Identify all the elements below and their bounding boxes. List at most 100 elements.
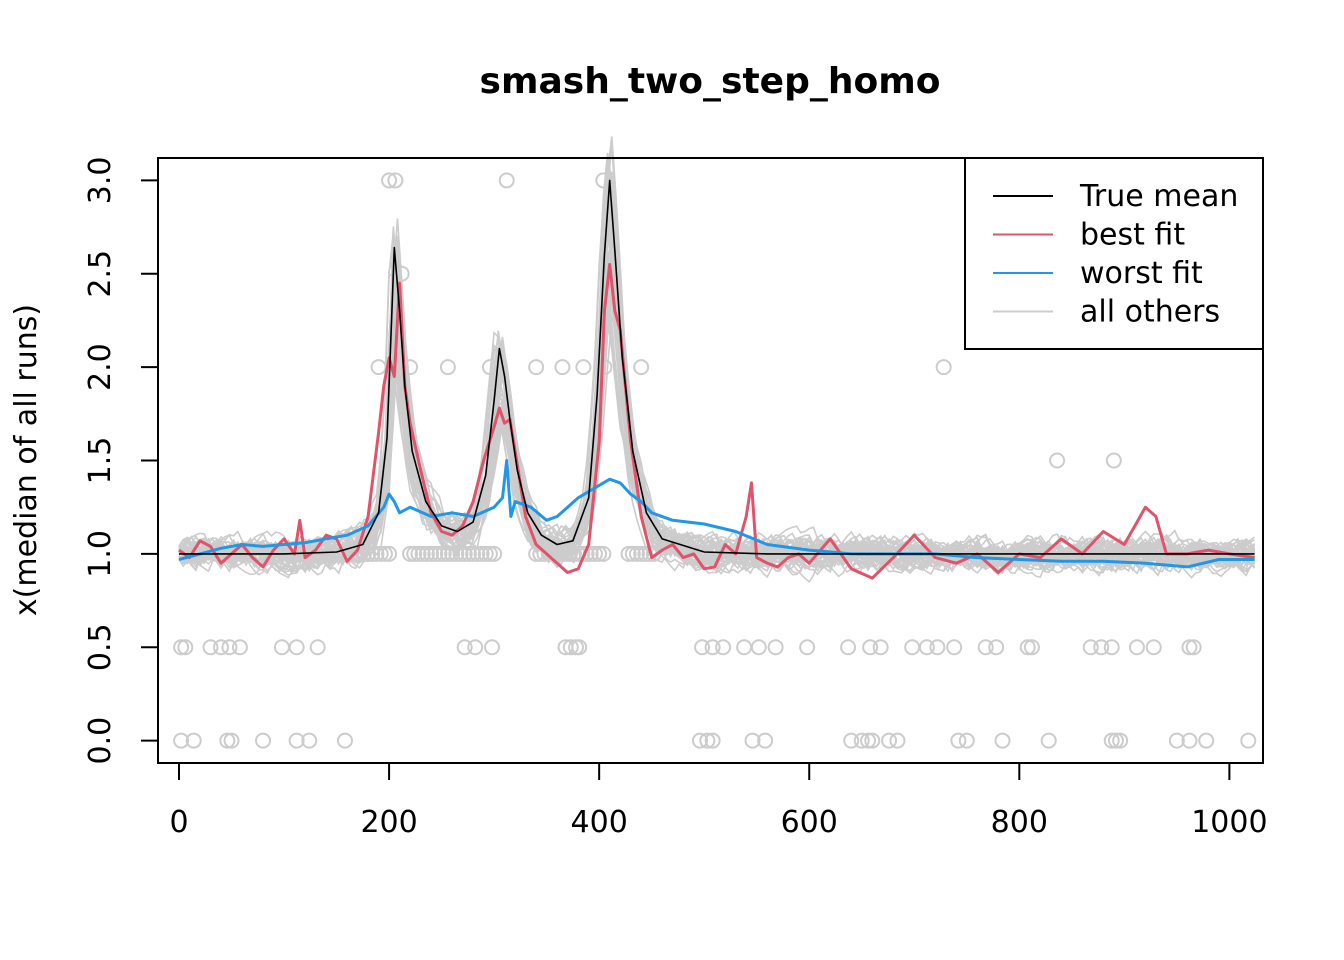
observation-point [381,545,398,562]
observation-point [387,172,404,189]
observation-point [423,545,440,562]
observation-point [1023,639,1040,656]
observation-point [872,639,889,656]
y-tick-label: 0.5 [83,623,118,671]
observation-point [620,545,637,562]
observation-point [918,639,935,656]
observation-point [691,732,708,749]
observation-point [173,639,190,656]
observation-point [853,732,870,749]
observation-point [255,732,272,749]
chart-title: smash_two_step_homo [480,61,941,102]
y-tick-label: 0.0 [83,717,118,765]
observation-point [364,545,381,562]
observation-point [1049,452,1066,469]
observation-point [1185,639,1202,656]
observation-point [715,639,732,656]
observation-point [477,545,494,562]
observation-point [637,545,654,562]
observation-point [406,545,423,562]
observation-point [484,639,501,656]
observation-point [767,639,784,656]
observation-point [469,545,486,562]
observation-point [410,545,427,562]
observation-point [536,545,553,562]
observation-point [1040,732,1057,749]
observation-point [221,639,238,656]
legend-label: best fit [1080,218,1185,253]
observation-point [202,639,219,656]
observation-point [444,545,461,562]
observation-point [750,639,767,656]
observation-point [586,545,603,562]
y-axis-label: x(median of all runs) [9,304,44,616]
x-axis: 0 200 400 600 800 1000 [169,762,1268,840]
observation-point [1240,732,1257,749]
x-tick-label: 400 [571,805,628,840]
observation-point [288,732,305,749]
observation-point [1112,732,1129,749]
observation-point [481,545,498,562]
observation-point [946,639,963,656]
observation-point [1082,639,1099,656]
observation-point [575,359,592,376]
observation-point [881,732,898,749]
observation-point [467,639,484,656]
y-tick-label: 3.0 [83,157,118,205]
y-tick-label: 2.0 [83,343,118,391]
observation-point [554,359,571,376]
observation-point [1103,639,1120,656]
observation-point [528,545,545,562]
observation-point [904,639,921,656]
observation-point [498,172,515,189]
legend-label: all others [1080,295,1220,330]
observation-point [368,545,385,562]
observation-point [1181,732,1198,749]
x-tick-label: 0 [169,805,188,840]
observation-point [1181,639,1198,656]
observation-point [889,732,906,749]
observation-point [372,545,389,562]
observation-point [994,732,1011,749]
observation-point [173,732,190,749]
observation-point [213,639,230,656]
observation-point [418,545,435,562]
observation-point [840,639,857,656]
observation-point [1093,639,1110,656]
observation-point [591,545,608,562]
observation-point [460,545,477,562]
observation-point [757,732,774,749]
observation-point [633,545,650,562]
series-layer [178,179,1255,580]
observation-point [309,639,326,656]
y-tick-label: 2.5 [83,250,118,298]
observation-point [744,732,761,749]
observation-point [528,359,545,376]
observation-point [1103,732,1120,749]
observation-point [376,545,393,562]
legend-label: True mean [1079,179,1238,214]
observation-point [1107,732,1124,749]
observation-point [427,545,444,562]
observation-point [571,639,588,656]
observation-point [694,639,711,656]
y-tick-label: 1.5 [83,437,118,485]
y-tick-label: 1.0 [83,530,118,578]
observation-point [414,545,431,562]
observation-point [624,545,641,562]
observation-point [935,359,952,376]
observation-point [645,545,662,562]
observation-point [1198,732,1215,749]
observation-point [843,732,860,749]
observation-point [699,732,716,749]
observation-point [736,639,753,656]
observation-point [355,545,372,562]
observation-point [862,639,879,656]
observation-point [929,639,946,656]
observation-point [562,639,579,656]
observation-point [336,732,353,749]
true-mean-line [179,179,1255,555]
x-tick-label: 600 [781,805,838,840]
observation-point [435,545,452,562]
